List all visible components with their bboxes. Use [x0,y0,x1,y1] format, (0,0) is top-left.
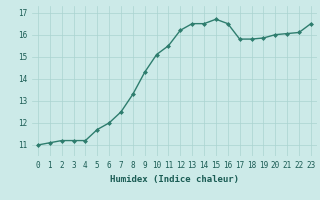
X-axis label: Humidex (Indice chaleur): Humidex (Indice chaleur) [110,175,239,184]
